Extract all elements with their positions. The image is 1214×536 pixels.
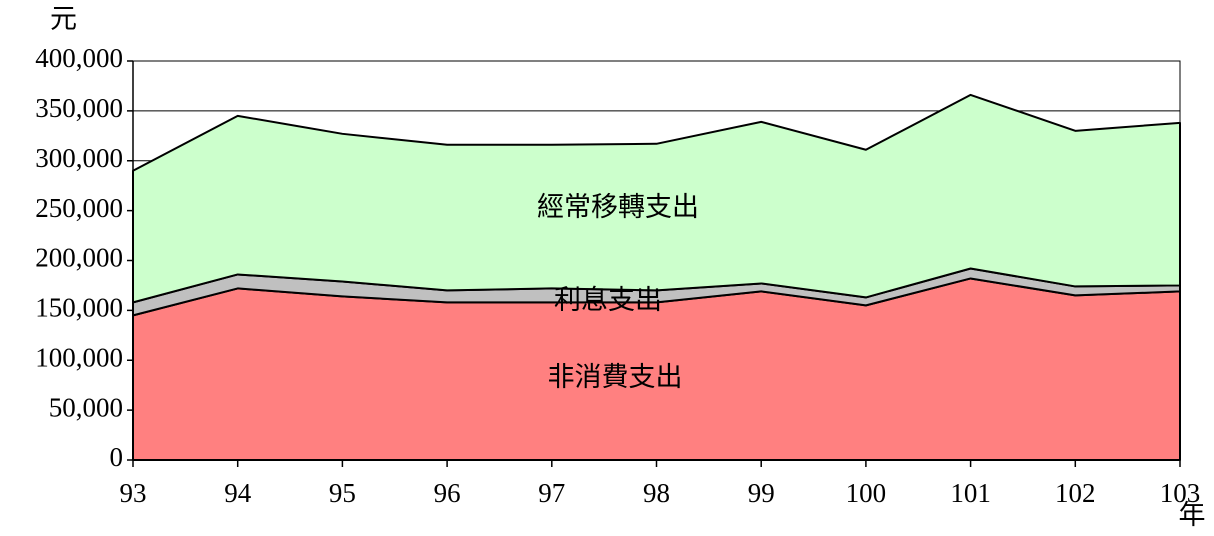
y-tick-label: 100,000 [35, 342, 123, 372]
x-tick-label: 101 [950, 478, 991, 508]
area-label: 利息支出 [554, 285, 662, 315]
y-tick-label: 200,000 [35, 243, 123, 273]
area-label: 經常移轉支出 [537, 192, 699, 222]
y-tick-label: 350,000 [35, 93, 123, 123]
y-tick-label: 0 [110, 442, 124, 472]
x-tick-label: 94 [224, 478, 252, 508]
y-tick-label: 250,000 [35, 193, 123, 223]
x-axis-label: 年 [1179, 500, 1206, 530]
x-tick-label: 95 [329, 478, 356, 508]
x-tick-label: 98 [643, 478, 670, 508]
y-tick-label: 50,000 [49, 392, 123, 422]
y-tick-label: 300,000 [35, 143, 123, 173]
x-tick-label: 100 [846, 478, 887, 508]
x-tick-label: 99 [748, 478, 775, 508]
x-tick-label: 96 [434, 478, 461, 508]
x-tick-label: 93 [120, 478, 147, 508]
y-axis-label: 元 [50, 4, 77, 34]
x-tick-label: 97 [538, 478, 565, 508]
y-tick-label: 150,000 [35, 293, 123, 323]
x-tick-label: 102 [1055, 478, 1096, 508]
area-label: 非消費支出 [548, 362, 683, 392]
x-tick-label: 103 [1160, 478, 1201, 508]
y-tick-label: 400,000 [35, 43, 123, 73]
